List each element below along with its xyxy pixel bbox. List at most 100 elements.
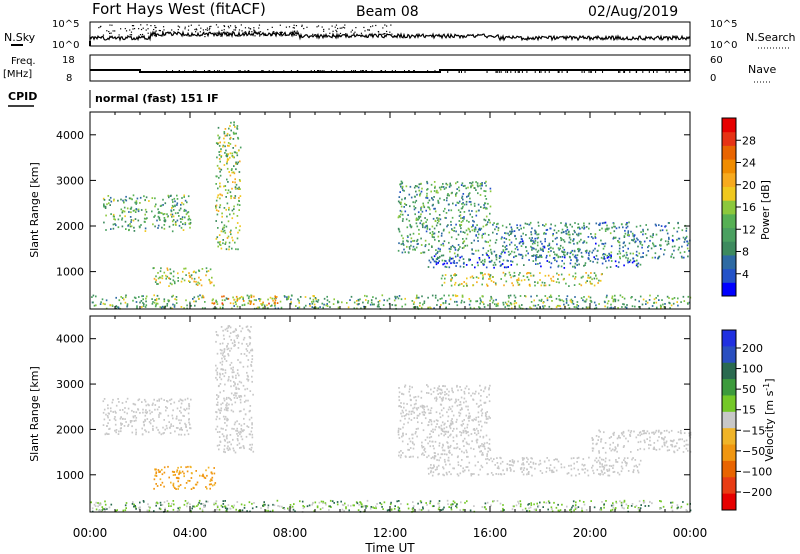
heatmap-cell — [567, 472, 570, 474]
heatmap-cell — [400, 412, 402, 415]
heatmap-cell — [641, 433, 643, 436]
heatmap-cell — [134, 505, 136, 507]
heatmap-cell — [448, 186, 451, 188]
heatmap-cell — [519, 307, 522, 310]
heatmap-cell — [429, 213, 431, 215]
heatmap-cell — [639, 440, 642, 443]
heatmap-cell — [223, 448, 226, 451]
heatmap-cell — [576, 260, 578, 263]
heatmap-cell — [399, 209, 402, 212]
heatmap-cell — [450, 503, 453, 506]
heatmap-cell — [429, 440, 431, 443]
heatmap-cell — [487, 304, 489, 307]
heatmap-cell — [265, 509, 267, 512]
heatmap-cell — [480, 450, 482, 452]
heatmap-cell — [466, 451, 468, 454]
heatmap-cell — [566, 228, 569, 231]
heatmap-cell — [458, 200, 461, 203]
heatmap-cell — [622, 446, 625, 448]
heatmap-cell — [582, 501, 585, 503]
heatmap-cell — [457, 461, 460, 464]
heatmap-cell — [224, 185, 227, 187]
heatmap-cell — [462, 508, 465, 511]
heatmap-cell — [562, 251, 565, 254]
heatmap-cell — [635, 264, 638, 267]
heatmap-cell — [477, 416, 480, 418]
heatmap-cell — [229, 125, 231, 127]
heatmap-cell — [205, 274, 207, 277]
heatmap-cell — [552, 247, 554, 250]
heatmap-cell — [215, 364, 217, 367]
heatmap-cell — [463, 445, 465, 447]
heatmap-cell — [427, 509, 430, 512]
heatmap-cell — [142, 500, 145, 502]
heatmap-cell — [401, 435, 403, 438]
heatmap-cell — [664, 303, 666, 305]
heatmap-cell — [221, 506, 224, 508]
heatmap-cell — [457, 244, 460, 246]
heatmap-cell — [582, 299, 584, 302]
heatmap-cell — [604, 460, 607, 463]
beam-title: Beam 08 — [356, 4, 419, 20]
heatmap-cell — [557, 230, 560, 232]
heatmap-cell — [585, 306, 588, 309]
heatmap-cell — [224, 500, 226, 502]
heatmap-cell — [465, 229, 468, 232]
heatmap-cell — [114, 429, 116, 432]
heatmap-cell — [442, 186, 445, 188]
heatmap-cell — [413, 301, 415, 304]
heatmap-cell — [591, 282, 593, 285]
heatmap-cell — [151, 197, 154, 199]
heatmap-cell — [507, 260, 509, 262]
heatmap-cell — [439, 250, 441, 253]
heatmap-cell — [588, 222, 591, 225]
heatmap-cell — [180, 411, 182, 414]
heatmap-cell — [625, 437, 627, 440]
heatmap-cell — [243, 394, 246, 397]
heatmap-cell — [235, 248, 237, 251]
heatmap-cell — [134, 415, 136, 417]
heatmap-cell — [297, 307, 299, 309]
heatmap-cell — [537, 233, 540, 236]
heatmap-cell — [180, 433, 183, 436]
heatmap-cell — [433, 227, 436, 230]
heatmap-cell — [228, 325, 231, 327]
heatmap-cell — [443, 228, 445, 231]
heatmap-cell — [146, 411, 148, 413]
heatmap-cell — [177, 480, 179, 483]
heatmap-cell — [144, 306, 147, 308]
heatmap-cell — [444, 460, 446, 463]
heatmap-cell — [227, 347, 230, 350]
heatmap-cell — [511, 461, 514, 463]
heatmap-cell — [398, 228, 400, 231]
heatmap-cell — [121, 418, 124, 420]
heatmap-cell — [421, 411, 424, 414]
heatmap-cell — [516, 263, 518, 266]
heatmap-cell — [322, 500, 325, 503]
freq-tick-top: 18 — [62, 55, 75, 66]
heatmap-cell — [133, 209, 136, 212]
heatmap-cell — [426, 384, 428, 386]
heatmap-cell — [685, 227, 688, 230]
heatmap-cell — [172, 484, 175, 487]
heatmap-cell — [451, 453, 453, 456]
heatmap-cell — [549, 266, 552, 269]
heatmap-cell — [138, 398, 141, 401]
heatmap-cell — [667, 242, 670, 245]
heatmap-cell — [133, 505, 135, 508]
heatmap-cell — [219, 361, 222, 364]
heatmap-cell — [219, 182, 221, 185]
heatmap-cell — [180, 221, 182, 223]
heatmap-cell — [183, 208, 186, 211]
heatmap-cell — [473, 473, 475, 475]
heatmap-cell — [479, 435, 481, 438]
heatmap-cell — [521, 508, 524, 511]
heatmap-cell — [441, 232, 443, 235]
heatmap-cell — [358, 503, 360, 506]
heatmap-cell — [484, 182, 486, 184]
heatmap-cell — [455, 398, 457, 401]
heatmap-cell — [469, 306, 472, 309]
heatmap-cell — [567, 231, 570, 234]
heatmap-cell — [522, 459, 524, 461]
heatmap-cell — [505, 238, 508, 240]
